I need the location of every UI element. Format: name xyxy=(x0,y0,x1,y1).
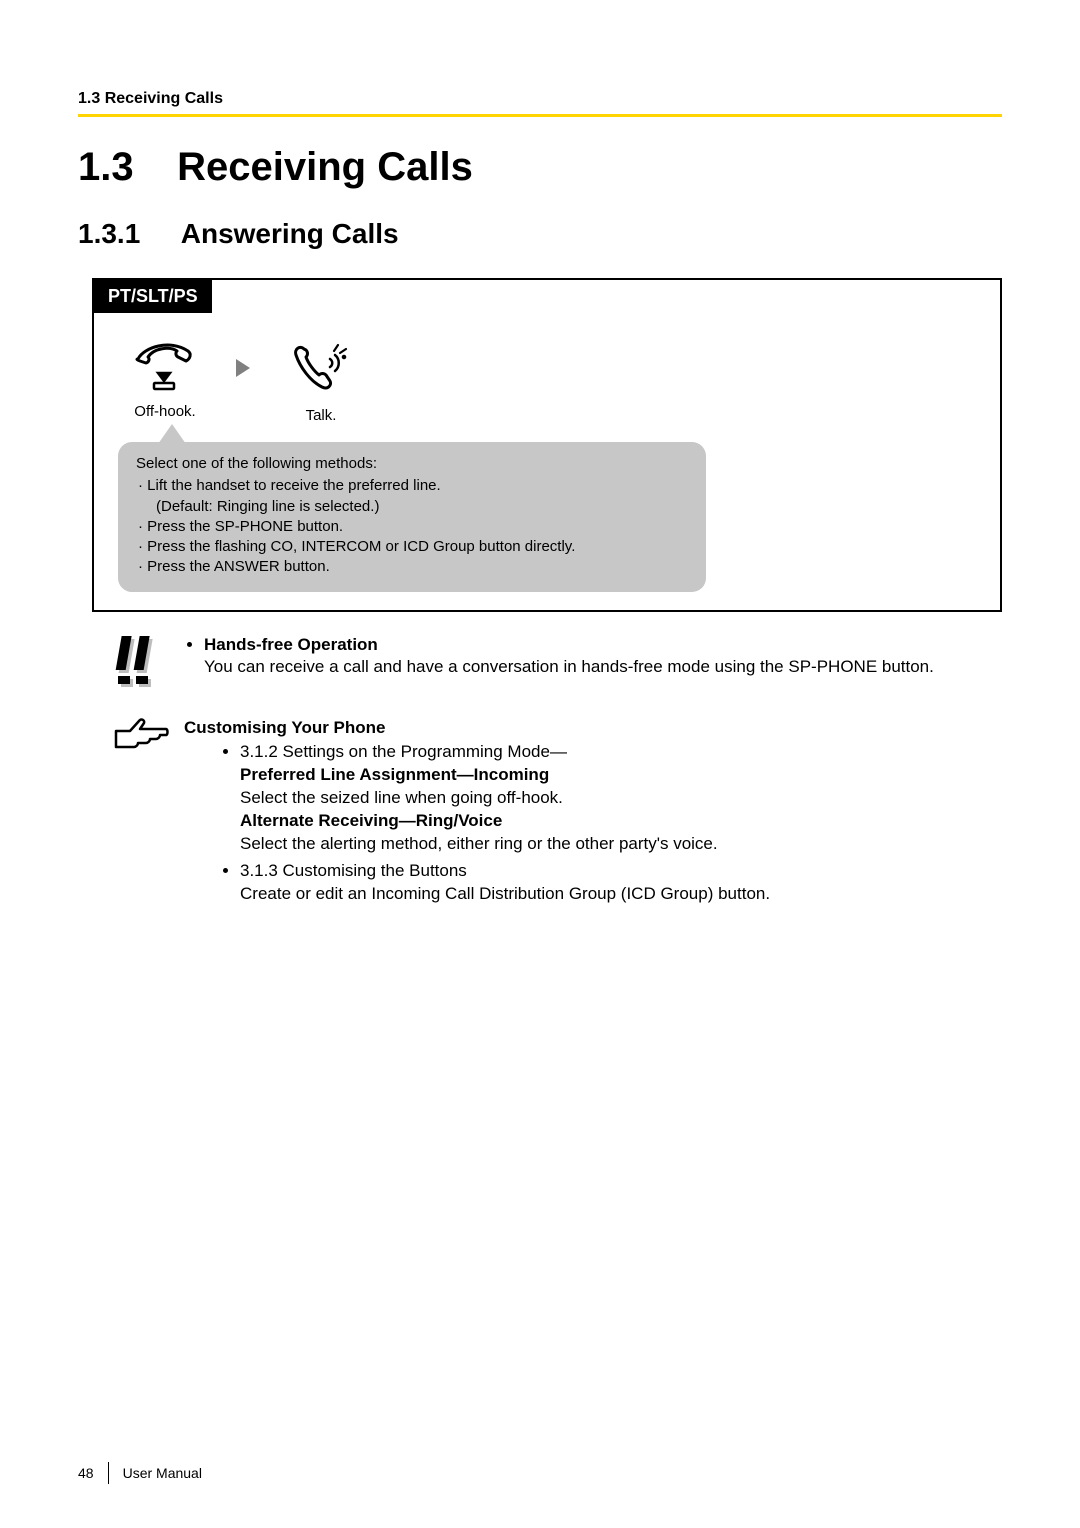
doc-title: User Manual xyxy=(123,1465,202,1481)
step-offhook: Off-hook. xyxy=(130,337,200,420)
callout-item: · Press the SP-PHONE button. xyxy=(136,517,688,537)
callout-item: · Press the flashing CO, INTERCOM or ICD… xyxy=(136,537,688,557)
line: Select the seized line when going off-ho… xyxy=(240,788,563,807)
subsection-heading: 1.3.1 Answering Calls xyxy=(78,218,1002,250)
arrow-icon xyxy=(232,357,254,384)
page-footer: 48 User Manual xyxy=(78,1462,202,1484)
pointing-hand-icon xyxy=(112,717,170,762)
header-rule xyxy=(78,114,1002,117)
note-body: You can receive a call and have a conver… xyxy=(204,657,934,676)
section-title: Receiving Calls xyxy=(177,145,473,189)
section-number: 1.3 xyxy=(78,145,166,190)
exclamation-icon xyxy=(112,634,170,697)
note-handsfree: Hands-free Operation You can receive a c… xyxy=(112,634,1002,697)
callout-lead: Select one of the following methods: xyxy=(136,454,688,474)
subsection-title: Answering Calls xyxy=(181,218,399,249)
callout-subitem: (Default: Ringing line is selected.) xyxy=(136,497,688,517)
line-bold: Preferred Line Assignment—Incoming xyxy=(240,765,549,784)
line: 3.1.3 Customising the Buttons xyxy=(240,861,467,880)
callout-item: · Lift the handset to receive the prefer… xyxy=(136,476,688,496)
procedure-steps: Off-hook. xyxy=(130,337,976,424)
list-item: 3.1.3 Customising the Buttons Create or … xyxy=(240,860,1002,906)
line: Create or edit an Incoming Call Distribu… xyxy=(240,884,770,903)
procedure-tab: PT/SLT/PS xyxy=(94,280,212,313)
line-bold: Alternate Receiving—Ring/Voice xyxy=(240,811,502,830)
page-number: 48 xyxy=(78,1465,108,1481)
footer-divider xyxy=(108,1462,109,1484)
note-customising: Customising Your Phone 3.1.2 Settings on… xyxy=(112,717,1002,911)
note-text: Hands-free Operation You can receive a c… xyxy=(184,634,1002,680)
step-talk: Talk. xyxy=(286,337,356,424)
procedure-box: PT/SLT/PS Off-hook. xyxy=(92,278,1002,612)
subsection-number: 1.3.1 xyxy=(78,218,174,250)
procedure-body: Off-hook. xyxy=(94,313,1000,610)
step-label: Off-hook. xyxy=(130,403,200,420)
handset-offhook-icon xyxy=(130,337,200,393)
list-item: 3.1.2 Settings on the Programming Mode— … xyxy=(240,741,1002,856)
step-label: Talk. xyxy=(286,407,356,424)
section-heading: 1.3 Receiving Calls xyxy=(78,145,1002,190)
running-header: 1.3 Receiving Calls xyxy=(78,90,1002,108)
line: 3.1.2 Settings on the Programming Mode— xyxy=(240,742,567,761)
handset-talk-icon xyxy=(286,337,356,397)
callout-item: · Press the ANSWER button. xyxy=(136,557,688,577)
note-text: Customising Your Phone 3.1.2 Settings on… xyxy=(184,717,1002,911)
note-heading: Hands-free Operation xyxy=(204,635,378,654)
note-heading: Customising Your Phone xyxy=(184,717,1002,740)
line: Select the alerting method, either ring … xyxy=(240,834,718,853)
callout-bubble: Select one of the following methods: · L… xyxy=(118,442,706,592)
page: 1.3 Receiving Calls 1.3 Receiving Calls … xyxy=(0,0,1080,1528)
